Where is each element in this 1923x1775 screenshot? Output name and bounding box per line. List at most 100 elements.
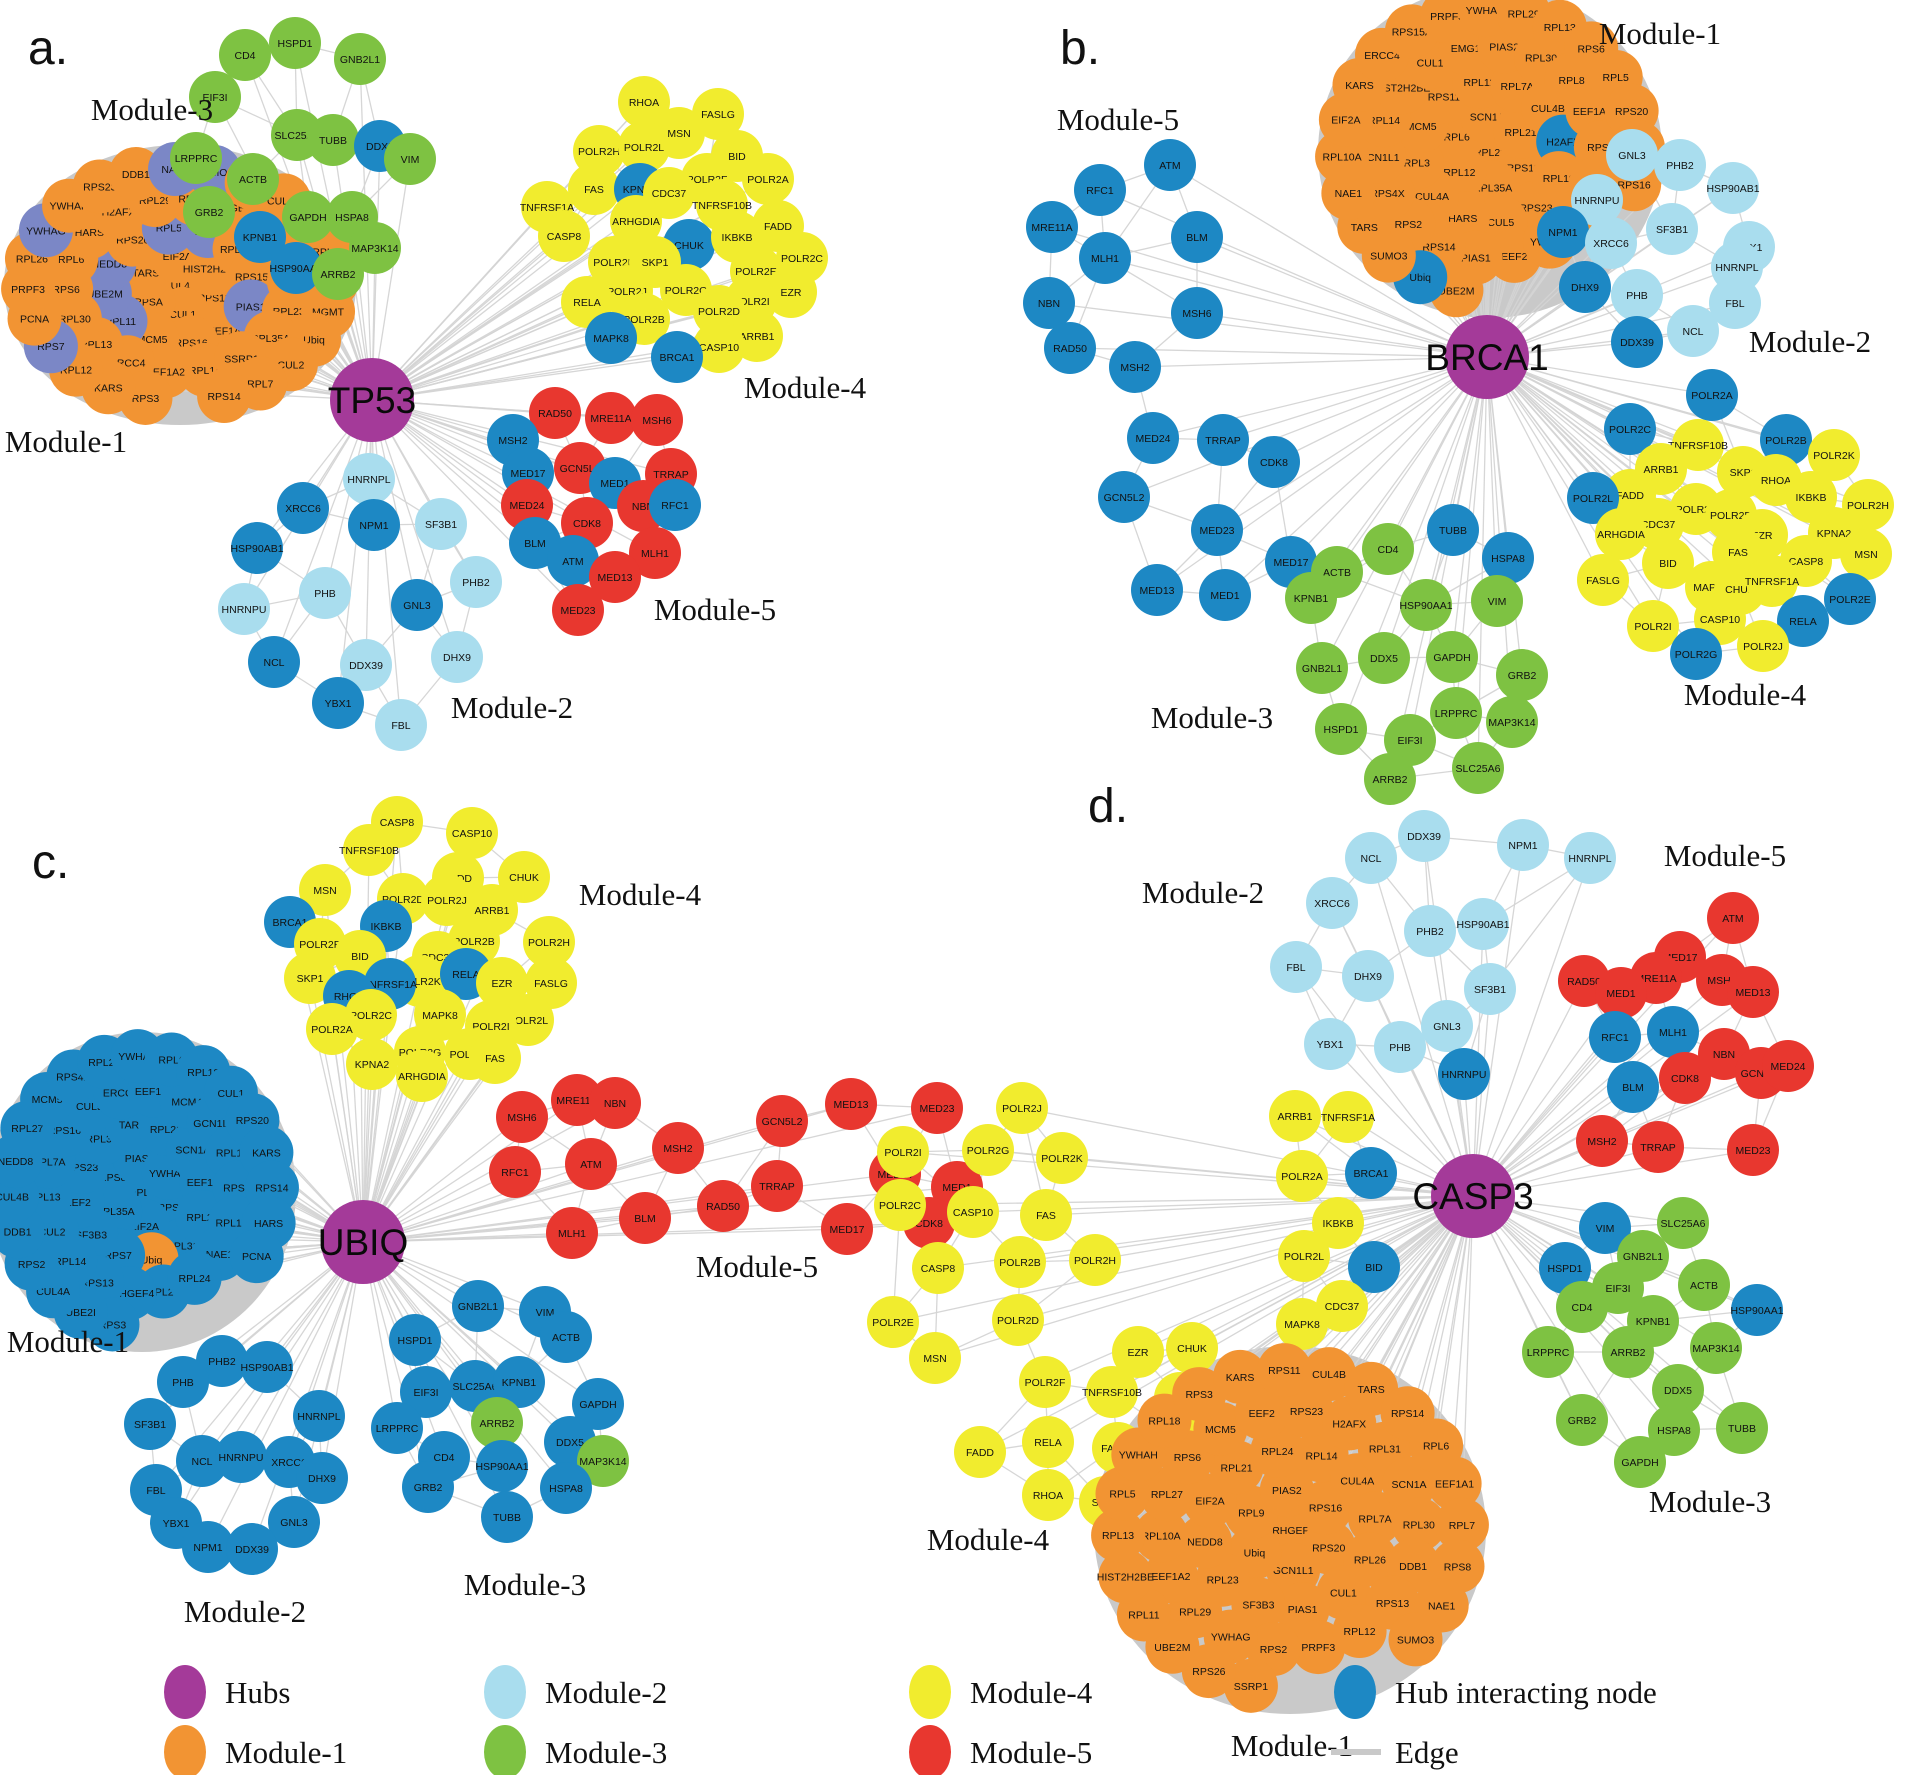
node-label: NEDD8 xyxy=(1187,1537,1223,1549)
node-TNFRSF10B: TNFRSF10B xyxy=(1082,1366,1142,1418)
node-BID: BID xyxy=(1642,537,1694,589)
node-label: ACTB xyxy=(239,174,267,186)
node-label: BLM xyxy=(524,538,546,550)
node-label: GNB2L1 xyxy=(340,54,380,66)
node-label: GAPDH xyxy=(289,212,326,224)
legend-item-hubs: Hubs xyxy=(164,1665,290,1719)
node-label: ARHGDIA xyxy=(1597,529,1645,541)
node-label: HSPD1 xyxy=(277,38,312,50)
node-RPL24: RPL24 xyxy=(167,1250,222,1305)
node-label: HSPA8 xyxy=(1491,553,1525,565)
node-label: POLR2I xyxy=(472,1021,509,1033)
node-label: TRRAP xyxy=(1205,435,1241,447)
node-label: NBN xyxy=(604,1098,626,1110)
node-label: UBE2M xyxy=(1438,285,1474,297)
node-label: RPS2 xyxy=(1260,1644,1288,1656)
node-label: RPL23 xyxy=(1207,1575,1239,1587)
node-label: POLR2A xyxy=(311,1024,352,1036)
node-POLR2K: POLR2K xyxy=(1036,1132,1088,1184)
node-label: CUL4B xyxy=(1312,1369,1346,1381)
node-ARRB2: ARRB2 xyxy=(312,248,364,300)
node-label: LRPPRC xyxy=(175,153,218,165)
node-label: CASP8 xyxy=(921,1263,956,1275)
node-label: MRE11A xyxy=(1031,222,1072,234)
node-label: GRB2 xyxy=(1508,670,1537,682)
node-label: MED1 xyxy=(1606,988,1635,1000)
node-label: CUL5 xyxy=(76,1101,103,1113)
node-KPNB1: KPNB1 xyxy=(493,1356,545,1408)
node-label: GRB2 xyxy=(195,207,224,219)
module-label-a-Module-5: Module-5 xyxy=(654,592,776,627)
node-HSPD1: HSPD1 xyxy=(389,1314,441,1366)
node-label: NPM1 xyxy=(193,1542,222,1554)
node-label: RAD50 xyxy=(1567,976,1601,988)
node-label: BRCA1 xyxy=(1353,1168,1388,1180)
node-label: PHB2 xyxy=(1666,160,1694,172)
node-SF3B1: SF3B1 xyxy=(1646,203,1698,255)
node-FBL: FBL xyxy=(1270,941,1322,993)
node-HNRNPL: HNRNPL xyxy=(343,453,395,505)
node-label: RPL12 xyxy=(60,365,92,377)
node-label: RPL3 xyxy=(1404,157,1430,169)
node-label: RPS14 xyxy=(255,1183,288,1195)
node-label: NBN xyxy=(632,501,654,513)
node-label: YBX1 xyxy=(163,1518,190,1530)
node-label: HSP90AA1 xyxy=(1730,1305,1783,1317)
node-EEF1A2: EEF1A2 xyxy=(1143,1549,1198,1604)
node-label: HSPA8 xyxy=(1657,1425,1691,1437)
node-GRB2: GRB2 xyxy=(1496,649,1548,701)
node-SF3B1: SF3B1 xyxy=(124,1398,176,1450)
node-label: CD4 xyxy=(1571,1302,1592,1314)
node-CHUK: CHUK xyxy=(1166,1322,1218,1374)
node-label: CUL4A xyxy=(1415,191,1449,203)
node-label: MAP3K14 xyxy=(1488,717,1535,729)
node-label: RPL27 xyxy=(11,1123,43,1135)
node-POLR2A: POLR2A xyxy=(1686,369,1738,421)
node-XRCC6: XRCC6 xyxy=(277,482,329,534)
legend-item-module-5: Module-5 xyxy=(909,1725,1092,1775)
node-label: SKP1 xyxy=(1730,467,1757,479)
node-XRCC6: XRCC6 xyxy=(1585,217,1637,269)
node-label: SLC25A6 xyxy=(1456,763,1501,775)
node-label: EZR xyxy=(1128,1347,1149,1359)
node-label: RPS6 xyxy=(1577,43,1605,55)
node-POLR2H: POLR2H xyxy=(573,125,625,177)
node-label: POLR2J xyxy=(1002,1103,1042,1115)
node-label: POLR2A xyxy=(1281,1171,1322,1183)
node-label: POLR2G xyxy=(1675,649,1718,661)
node-ATM: ATM xyxy=(1707,892,1759,944)
node-label: RPL21 xyxy=(1220,1462,1252,1474)
node-label: HNRNPL xyxy=(297,1411,340,1423)
node-label: SF3B1 xyxy=(134,1419,166,1431)
node-label: RPL13 xyxy=(1102,1530,1134,1542)
node-PHB: PHB xyxy=(1611,269,1663,321)
node-RPL26: RPL26 xyxy=(1342,1532,1397,1587)
node-label: DDX5 xyxy=(1664,1385,1692,1397)
node-IKBKB: IKBKB xyxy=(1312,1197,1364,1249)
node-ARRB2: ARRB2 xyxy=(1364,753,1416,805)
module-label-d-Module-2: Module-2 xyxy=(1142,875,1264,910)
hub-label: CASP3 xyxy=(1412,1176,1533,1217)
node-HSPA8: HSPA8 xyxy=(1482,532,1534,584)
node-label: TUBB xyxy=(1728,1423,1756,1435)
node-label: MCM5 xyxy=(1205,1424,1236,1436)
node-SUMO3: SUMO3 xyxy=(1388,1612,1443,1667)
node-DDX39: DDX39 xyxy=(1611,316,1663,368)
node-label: ACTB xyxy=(552,1332,580,1344)
node-label: RPL35A xyxy=(1473,182,1512,194)
node-label: DDX39 xyxy=(1620,337,1654,349)
node-YBX1: YBX1 xyxy=(1304,1018,1356,1070)
node-label: CUL2 xyxy=(39,1226,66,1238)
node-POLR2G: POLR2G xyxy=(1670,628,1722,680)
node-label: NAE1 xyxy=(1428,1600,1456,1612)
node-POLR2C: POLR2C xyxy=(1604,403,1656,455)
node-label: RPL30 xyxy=(1403,1519,1435,1531)
node-label: VIM xyxy=(1596,1223,1615,1235)
node-label: HARS xyxy=(254,1218,283,1230)
node-POLR2B: POLR2B xyxy=(994,1236,1046,1288)
node-MRE11A: MRE11A xyxy=(585,392,637,444)
node-label: CUL4B xyxy=(1531,103,1565,115)
node-label: MAP3K14 xyxy=(1692,1343,1739,1355)
node-label: DHX9 xyxy=(1571,282,1599,294)
node-label: Ubiq xyxy=(141,1254,163,1266)
